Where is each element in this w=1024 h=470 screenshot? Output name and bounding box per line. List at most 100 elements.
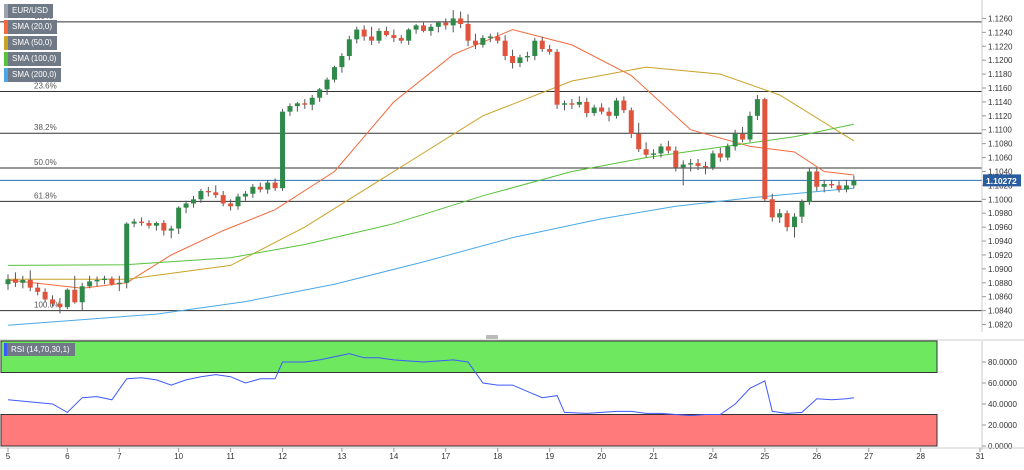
- sma20-line: [7, 29, 854, 289]
- time-axis: 56710111213141718192021242526272831Aug: [0, 447, 1024, 461]
- rsi-tick-label: 80.0000: [988, 358, 1017, 367]
- time-tick-label: 14: [389, 452, 398, 461]
- candle-body: [302, 103, 308, 105]
- legend-item-sma50[interactable]: SMA (50,0): [4, 36, 61, 50]
- candle-body: [680, 164, 686, 168]
- price-tick-label: 1.1120: [988, 112, 1012, 121]
- rsi-legend-label[interactable]: RSI (14,70,30,1): [4, 343, 75, 356]
- candle-body: [591, 107, 597, 114]
- candle-body: [12, 279, 18, 283]
- candle-body: [443, 22, 449, 26]
- time-tick-label: 12: [278, 452, 287, 461]
- candle-body: [109, 278, 115, 285]
- candle-body: [346, 39, 352, 56]
- candle-body: [94, 280, 100, 282]
- candle-body: [688, 163, 694, 165]
- rsi-oversold-zone: [0, 414, 938, 447]
- candle-body: [621, 100, 627, 111]
- candle-body: [309, 97, 315, 105]
- legend-swatch: [4, 36, 8, 50]
- candle-body: [242, 193, 248, 197]
- candle-body: [406, 29, 412, 41]
- candle-body: [777, 213, 783, 218]
- price-tick-label: 1.1040: [988, 167, 1013, 176]
- time-tick-label: 31: [976, 452, 985, 461]
- price-tick-label: 1.1220: [988, 42, 1013, 51]
- candle-body: [272, 182, 278, 189]
- rsi-tick-label: 40.0000: [988, 400, 1017, 409]
- time-tick-label: 21: [649, 452, 658, 461]
- legend-item-sma20[interactable]: SMA (20,0): [4, 20, 61, 34]
- candle-body: [369, 36, 375, 41]
- sma50-line: [8, 66, 855, 280]
- candle-body: [50, 299, 56, 304]
- candle-body: [762, 99, 768, 200]
- candle-body: [317, 89, 323, 98]
- price-tick-label: 1.0820: [988, 321, 1013, 330]
- candle-body: [324, 79, 330, 90]
- candle-body: [613, 100, 619, 116]
- legend-swatch: [4, 52, 8, 66]
- candle-body: [257, 186, 263, 190]
- candle-body: [101, 278, 107, 280]
- candle-body: [547, 49, 553, 52]
- candle-body: [836, 185, 842, 190]
- candle-body: [829, 184, 835, 186]
- candle-body: [421, 25, 427, 31]
- candle-body: [376, 30, 382, 41]
- candle-body: [673, 150, 679, 168]
- sma100-line: [7, 123, 855, 266]
- candle-body: [428, 26, 434, 31]
- candle-body: [495, 36, 501, 41]
- candle-body: [198, 190, 204, 200]
- legend-label: SMA (200,0): [8, 68, 62, 82]
- candle-body: [383, 30, 389, 36]
- candle-body: [20, 280, 26, 283]
- candle-body: [710, 153, 716, 168]
- price-axis: 1.1260 1.1240 1.1220 1.1200 1.1180 1.1160 1.11…: [486, 0, 1021, 339]
- legend-item-sma200[interactable]: SMA (200,0): [4, 68, 62, 82]
- candle-body: [458, 18, 464, 24]
- candle-body: [35, 287, 41, 292]
- rsi-tick-label: 60.0000: [988, 379, 1017, 388]
- candle-body: [554, 51, 560, 105]
- price-tick-label: 1.1180: [988, 70, 1012, 79]
- fib-level-label: 61.8%: [34, 191, 57, 200]
- candle-body: [131, 221, 137, 224]
- price-tick-label: 1.0860: [988, 293, 1013, 302]
- time-tick-label: 24: [708, 452, 717, 461]
- time-tick-label: 7: [117, 452, 122, 461]
- candle-body: [72, 289, 78, 303]
- price-tick-label: 1.1060: [988, 154, 1013, 163]
- time-tick-label: 27: [864, 452, 873, 461]
- candle-body: [532, 40, 538, 56]
- candle-body: [235, 196, 241, 207]
- candle-body: [391, 35, 397, 38]
- legend-item-symbol[interactable]: EUR/USD: [4, 4, 61, 18]
- candle-body: [510, 56, 516, 63]
- time-tick-label: 11: [226, 452, 235, 461]
- candle-body: [599, 107, 605, 112]
- candle-body: [651, 153, 657, 155]
- candle-body: [339, 56, 345, 68]
- rsi-tick-label: 20.0000: [988, 421, 1017, 430]
- sma200-line: [7, 187, 854, 326]
- candle-body: [524, 56, 530, 58]
- legend-label: SMA (50,0): [8, 36, 58, 50]
- candle-body: [57, 303, 63, 308]
- candle-body: [851, 180, 857, 186]
- candle-body: [27, 280, 33, 288]
- price-tick-label: 1.1200: [988, 56, 1013, 65]
- moving-averages: [7, 29, 855, 326]
- candle-body: [183, 203, 189, 208]
- candle-body: [740, 133, 746, 140]
- legend-item-sma100[interactable]: SMA (100,0): [4, 52, 62, 66]
- panel-resize-handle: [486, 335, 498, 339]
- time-tick-label: 25: [760, 452, 769, 461]
- legend-swatch: [4, 68, 8, 82]
- candle-body: [124, 223, 130, 283]
- candle-body: [228, 203, 234, 207]
- time-tick-label: 6: [65, 452, 70, 461]
- price-tick-label: 1.1160: [988, 84, 1012, 93]
